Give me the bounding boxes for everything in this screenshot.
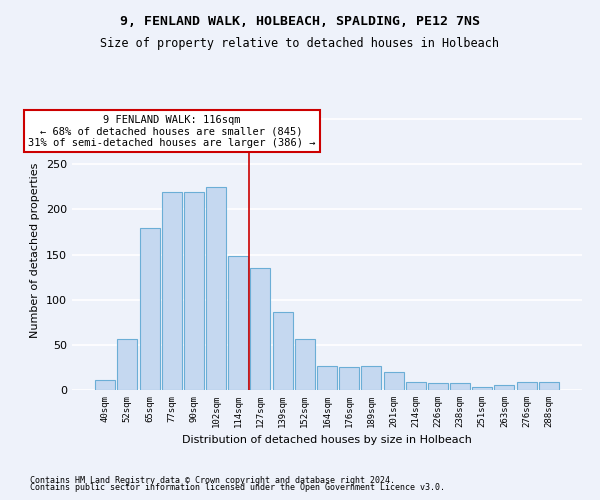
Bar xyxy=(317,366,337,390)
Bar xyxy=(339,368,359,390)
Bar xyxy=(383,372,404,390)
Bar xyxy=(272,312,293,390)
Bar xyxy=(517,382,536,390)
Text: Size of property relative to detached houses in Holbeach: Size of property relative to detached ho… xyxy=(101,38,499,51)
Bar xyxy=(406,382,426,390)
X-axis label: Distribution of detached houses by size in Holbeach: Distribution of detached houses by size … xyxy=(182,436,472,446)
Text: Contains public sector information licensed under the Open Government Licence v3: Contains public sector information licen… xyxy=(30,484,445,492)
Bar xyxy=(539,382,559,390)
Bar xyxy=(206,187,226,390)
Text: 9 FENLAND WALK: 116sqm
← 68% of detached houses are smaller (845)
31% of semi-de: 9 FENLAND WALK: 116sqm ← 68% of detached… xyxy=(28,114,316,148)
Y-axis label: Number of detached properties: Number of detached properties xyxy=(31,162,40,338)
Text: Contains HM Land Registry data © Crown copyright and database right 2024.: Contains HM Land Registry data © Crown c… xyxy=(30,476,395,485)
Bar xyxy=(494,386,514,390)
Bar xyxy=(428,383,448,390)
Bar xyxy=(472,388,492,390)
Bar xyxy=(162,192,182,390)
Bar xyxy=(450,383,470,390)
Bar xyxy=(140,228,160,390)
Bar xyxy=(184,192,204,390)
Bar xyxy=(118,340,137,390)
Bar xyxy=(250,268,271,390)
Bar xyxy=(295,338,315,390)
Bar xyxy=(95,380,115,390)
Bar xyxy=(361,366,382,390)
Bar xyxy=(228,256,248,390)
Text: 9, FENLAND WALK, HOLBEACH, SPALDING, PE12 7NS: 9, FENLAND WALK, HOLBEACH, SPALDING, PE1… xyxy=(120,15,480,28)
